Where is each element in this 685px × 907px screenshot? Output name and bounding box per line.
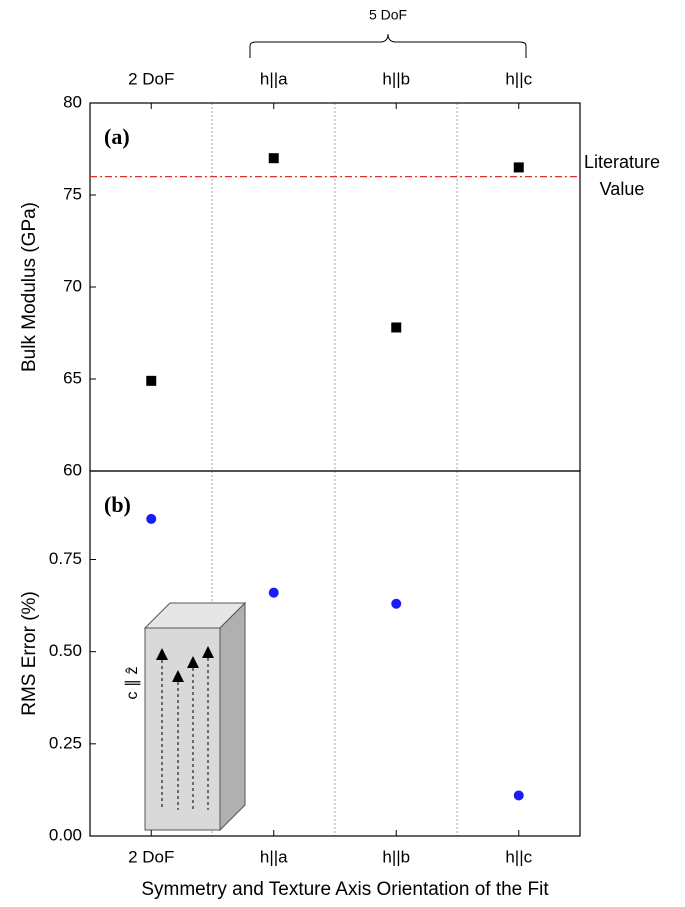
x-tick-label: 2 DoF (128, 69, 174, 88)
x-tick-label: h||b (382, 69, 410, 88)
inset-arrowhead (202, 646, 214, 658)
point (513, 790, 524, 801)
y-tick-label: 0.00 (49, 825, 82, 844)
y-axis-label: Bulk Modulus (GPa) (19, 202, 40, 372)
inset-label: c ∥ ẑ (124, 667, 141, 700)
x-tick-label: h||b (382, 847, 410, 866)
reference-label: Literature (584, 152, 660, 172)
x-tick-label: h||c (505, 69, 532, 88)
x-axis-label: Symmetry and Texture Axis Orientation of… (141, 879, 549, 900)
inset-arrowhead (156, 648, 168, 660)
separators (211, 103, 458, 836)
x-tick-label: h||a (260, 69, 288, 88)
point (391, 598, 402, 609)
inset-side (219, 601, 246, 832)
point (146, 513, 157, 524)
group-annotation: 5 DoF (369, 7, 407, 23)
point (268, 153, 279, 164)
reference-label: Value (600, 179, 645, 199)
panel-label: (b) (104, 492, 131, 517)
y-tick-label: 80 (63, 92, 82, 111)
y-tick-label: 60 (63, 460, 82, 479)
inset-arrowhead (172, 670, 184, 682)
point (146, 375, 157, 386)
inset-arrowhead (187, 656, 199, 668)
y-tick-label: 65 (63, 368, 82, 387)
x-tick-label: h||a (260, 847, 288, 866)
y-axis-label: RMS Error (%) (19, 591, 40, 716)
y-tick-label: 75 (63, 184, 82, 203)
point (513, 162, 524, 173)
inset-front (144, 627, 221, 831)
y-tick-label: 0.50 (49, 641, 82, 660)
brace (249, 33, 527, 58)
panel-label: (a) (104, 124, 130, 149)
y-tick-label: 0.75 (49, 549, 82, 568)
x-tick-label: 2 DoF (128, 847, 174, 866)
point (268, 587, 279, 598)
plot-frame (89, 470, 581, 837)
y-tick-label: 0.25 (49, 733, 82, 752)
y-tick-label: 70 (63, 276, 82, 295)
point (391, 322, 402, 333)
x-tick-label: h||c (505, 847, 532, 866)
inset-diagram: c ∥ ẑ (124, 601, 247, 832)
